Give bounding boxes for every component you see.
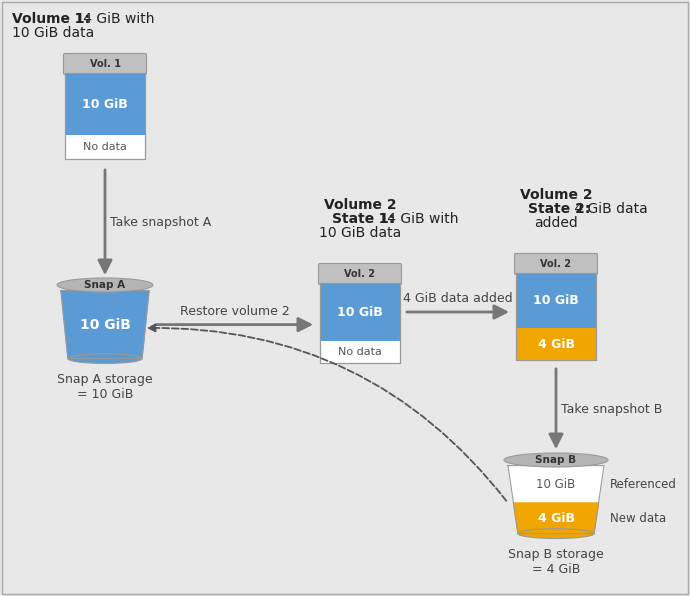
Bar [65, 73, 145, 159]
Text: Snap B storage
= 4 GiB: Snap B storage = 4 GiB [508, 548, 604, 576]
Text: 10 GiB: 10 GiB [533, 294, 579, 307]
Ellipse shape [57, 278, 153, 292]
Bar [320, 283, 400, 341]
Text: Snap A storage
= 10 GiB: Snap A storage = 10 GiB [57, 372, 152, 401]
Text: added: added [534, 216, 578, 230]
Text: No data: No data [83, 142, 127, 152]
Text: Volume 2: Volume 2 [324, 198, 396, 212]
Text: 10 GiB data: 10 GiB data [319, 226, 401, 240]
Text: State 1:: State 1: [332, 212, 395, 226]
Ellipse shape [68, 353, 142, 364]
Text: New data: New data [610, 512, 666, 525]
Text: Take snapshot A: Take snapshot A [110, 216, 211, 229]
Text: Vol. 1: Vol. 1 [90, 59, 121, 69]
Text: State 2:: State 2: [528, 202, 591, 216]
Bar [516, 273, 596, 360]
Text: No data: No data [338, 347, 382, 357]
FancyArrowPatch shape [149, 325, 506, 501]
FancyBboxPatch shape [63, 54, 146, 74]
Text: 14 GiB with: 14 GiB with [374, 212, 458, 226]
Text: 4 GiB: 4 GiB [538, 337, 575, 350]
Text: Take snapshot B: Take snapshot B [561, 402, 662, 415]
Text: Snap A: Snap A [84, 280, 126, 290]
Text: Referenced: Referenced [610, 478, 677, 491]
FancyBboxPatch shape [319, 263, 402, 284]
Bar [320, 283, 400, 363]
Text: Restore volume 2: Restore volume 2 [179, 305, 289, 318]
Bar [65, 73, 145, 159]
Text: Volume 1:: Volume 1: [12, 12, 90, 26]
Polygon shape [61, 291, 149, 359]
Text: 10 GiB data: 10 GiB data [12, 26, 95, 40]
Polygon shape [508, 465, 604, 503]
Text: 10 GiB: 10 GiB [536, 478, 575, 491]
Bar [516, 273, 596, 360]
Bar [65, 73, 145, 135]
Bar [516, 273, 596, 328]
Text: Snap B: Snap B [535, 455, 577, 465]
Text: 10 GiB: 10 GiB [337, 306, 383, 318]
Polygon shape [513, 503, 598, 533]
Ellipse shape [504, 453, 608, 467]
Text: Vol. 2: Vol. 2 [540, 259, 571, 269]
Bar [516, 328, 596, 360]
Text: Volume 2: Volume 2 [520, 188, 592, 202]
Text: 10 GiB: 10 GiB [79, 318, 130, 331]
Ellipse shape [518, 529, 594, 539]
Text: 4 GiB: 4 GiB [538, 512, 575, 525]
Text: 4 GiB data: 4 GiB data [570, 202, 648, 216]
Text: 4 GiB data added: 4 GiB data added [403, 293, 513, 306]
Text: 10 GiB: 10 GiB [82, 98, 128, 110]
FancyBboxPatch shape [515, 253, 598, 275]
Text: Vol. 2: Vol. 2 [344, 269, 375, 279]
Text: 14 GiB with: 14 GiB with [70, 12, 155, 26]
Bar [320, 283, 400, 363]
